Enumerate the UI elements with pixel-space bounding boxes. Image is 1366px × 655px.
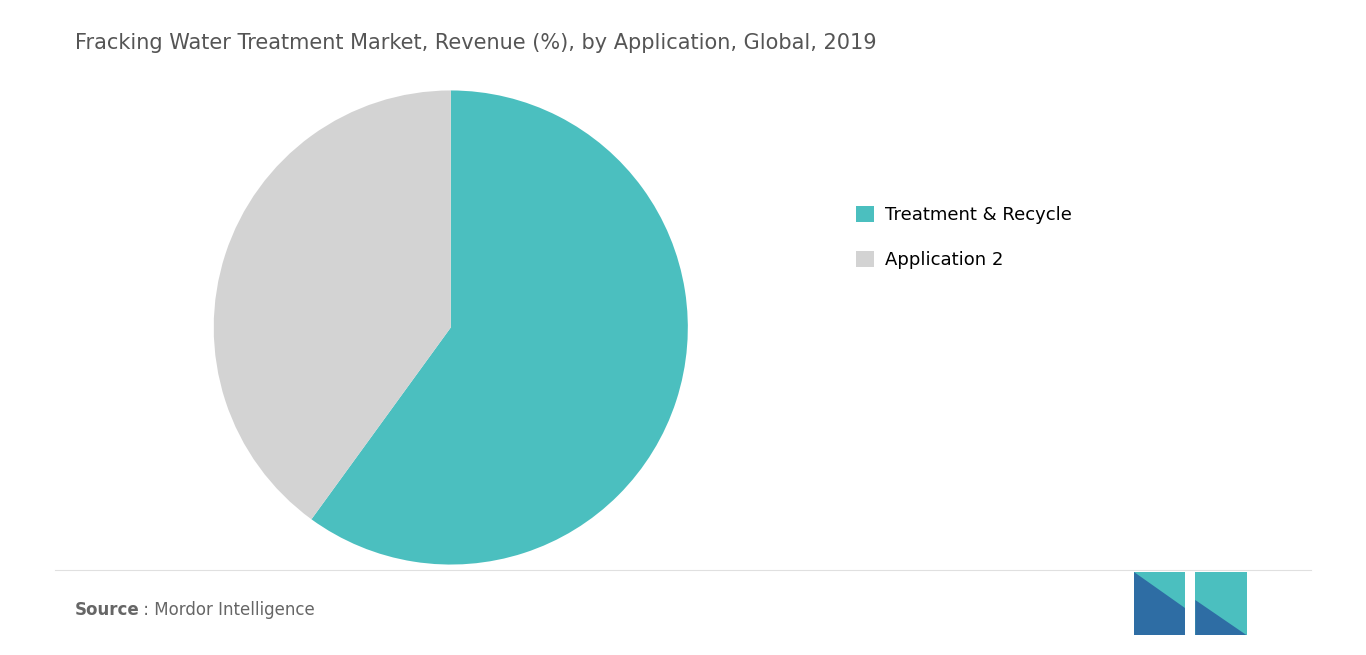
Text: Source: Source xyxy=(75,601,139,619)
Wedge shape xyxy=(213,90,451,519)
Text: Fracking Water Treatment Market, Revenue (%), by Application, Global, 2019: Fracking Water Treatment Market, Revenue… xyxy=(75,33,877,53)
Legend: Treatment & Recycle, Application 2: Treatment & Recycle, Application 2 xyxy=(856,206,1072,269)
Polygon shape xyxy=(1195,600,1247,635)
Polygon shape xyxy=(1134,572,1186,608)
Wedge shape xyxy=(311,90,688,565)
Polygon shape xyxy=(1134,572,1186,635)
Text: : Mordor Intelligence: : Mordor Intelligence xyxy=(138,601,314,619)
Polygon shape xyxy=(1195,572,1247,635)
